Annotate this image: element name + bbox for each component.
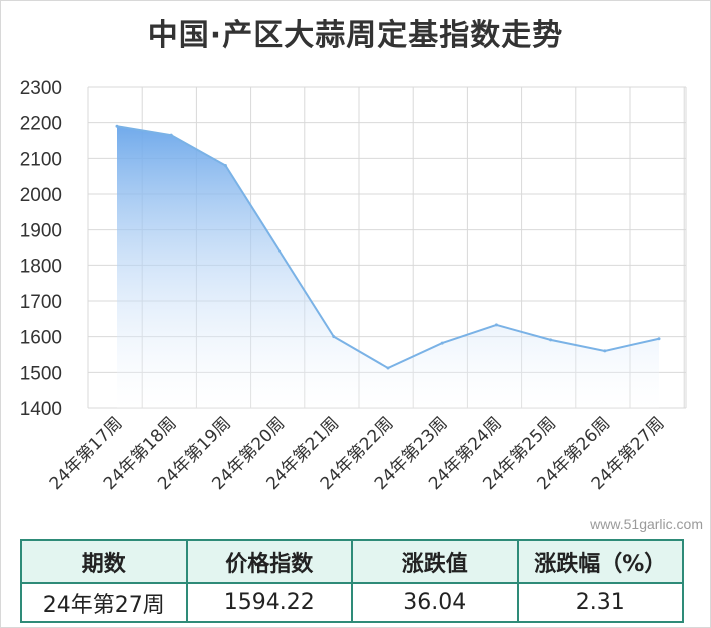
data-point bbox=[332, 335, 336, 339]
data-point bbox=[223, 163, 227, 167]
data-point bbox=[278, 249, 282, 253]
y-tick-label: 1700 bbox=[20, 292, 62, 313]
stats-header-row: 期数 价格指数 涨跌值 涨跌幅（%） bbox=[20, 539, 684, 584]
data-point bbox=[494, 323, 498, 327]
y-tick-label: 1800 bbox=[20, 256, 62, 277]
data-point bbox=[549, 338, 553, 342]
data-point bbox=[657, 337, 661, 341]
y-tick-label: 2000 bbox=[20, 185, 62, 206]
cell-change-percent: 2.31 bbox=[516, 582, 684, 623]
data-point bbox=[115, 124, 119, 128]
cell-price-index: 1594.22 bbox=[185, 582, 353, 623]
header-change-value: 涨跌值 bbox=[351, 539, 519, 584]
y-tick-label: 1500 bbox=[20, 363, 62, 384]
y-tick-label: 1600 bbox=[20, 328, 62, 349]
data-point bbox=[440, 341, 444, 345]
chart-title: 中国·产区大蒜周定基指数走势 bbox=[147, 18, 564, 53]
watermark: www.51garlic.com bbox=[590, 516, 703, 532]
area-fill bbox=[117, 126, 659, 408]
y-tick-label: 1900 bbox=[20, 221, 62, 242]
stats-table: 期数 价格指数 涨跌值 涨跌幅（%） 24年第27周 1594.22 36.04… bbox=[20, 539, 684, 623]
header-period: 期数 bbox=[20, 539, 188, 584]
stats-data-row: 24年第27周 1594.22 36.04 2.31 bbox=[20, 582, 684, 623]
y-tick-label: 2100 bbox=[20, 149, 62, 170]
cell-change-value: 36.04 bbox=[351, 582, 519, 623]
data-point bbox=[603, 349, 607, 353]
y-tick-label: 1400 bbox=[20, 399, 62, 420]
data-point bbox=[386, 366, 390, 370]
header-change-percent: 涨跌幅（%） bbox=[516, 539, 684, 584]
y-tick-label: 2200 bbox=[20, 114, 62, 135]
area-chart: 1400 1500 1600 1700 1800 1900 2000 2100 2200 2300… bbox=[20, 78, 687, 494]
y-tick-label: 2300 bbox=[20, 78, 62, 99]
cell-period: 24年第27周 bbox=[20, 582, 188, 623]
header-price-index: 价格指数 bbox=[185, 539, 353, 584]
data-point bbox=[169, 133, 173, 137]
